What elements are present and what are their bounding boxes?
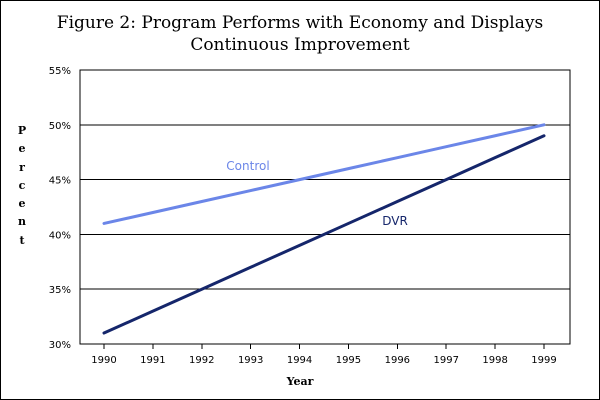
- x-tick-label: 1991: [140, 355, 165, 366]
- x-axis-label: Year: [286, 375, 314, 388]
- chart-title-line-2: Continuous Improvement: [190, 35, 410, 55]
- y-axis-label-letter: t: [19, 233, 25, 247]
- series-line-dvr: [102, 134, 546, 335]
- y-tick-label: 30%: [49, 340, 71, 351]
- y-tick-label: 50%: [49, 121, 71, 132]
- y-axis-label-letter: r: [19, 160, 25, 174]
- x-tick-label: 1993: [238, 355, 263, 366]
- series-label-dvr: DVR: [382, 214, 408, 228]
- y-tick-label: 55%: [49, 66, 71, 77]
- x-tick-label: 1997: [433, 355, 458, 366]
- x-tick-label: 1999: [531, 355, 556, 366]
- y-axis-label-letter: c: [18, 178, 26, 192]
- y-axis-label-letter: e: [18, 197, 26, 211]
- x-tick-label: 1995: [336, 355, 361, 366]
- chart-title-line-1: Figure 2: Program Performs with Economy …: [56, 13, 544, 33]
- series-line-control: [102, 123, 546, 225]
- plot-area-border: [79, 69, 571, 345]
- y-axis-label-letter: n: [18, 215, 26, 229]
- x-tick-label: 1998: [482, 355, 507, 366]
- y-tick-label: 45%: [49, 176, 71, 187]
- x-tick-label: 1996: [385, 355, 410, 366]
- y-tick-label: 35%: [49, 285, 71, 296]
- x-tick-label: 1992: [189, 355, 214, 366]
- y-axis-label-letter: e: [18, 142, 26, 156]
- series-label-control: Control: [226, 159, 269, 173]
- y-axis-label-letter: P: [17, 124, 27, 137]
- chart-title: Figure 2: Program Performs with Economy …: [0, 12, 600, 56]
- x-tick-label: 1994: [287, 355, 312, 366]
- y-tick-label: 40%: [49, 230, 71, 241]
- x-tick-label: 1990: [91, 355, 116, 366]
